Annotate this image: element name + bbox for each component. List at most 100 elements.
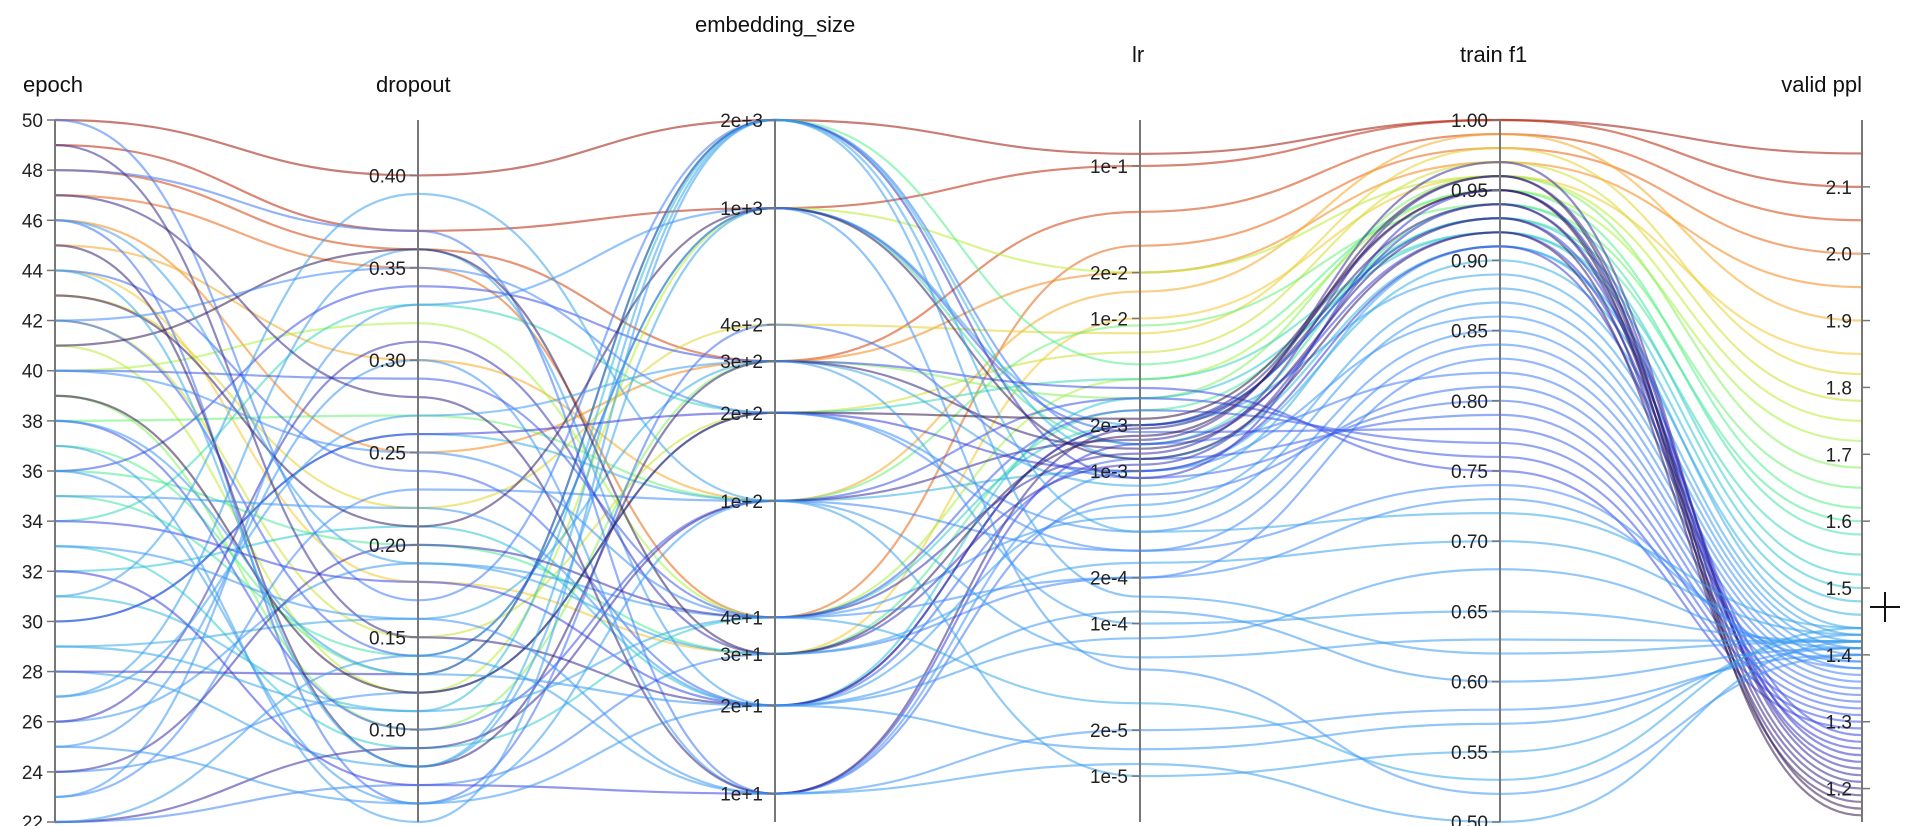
run-line[interactable] <box>54 175 1863 773</box>
tick-label-epoch: 32 <box>22 562 43 583</box>
tick-label-dropout: 0.40 <box>369 166 406 187</box>
run-line[interactable] <box>54 175 1863 731</box>
axis-train_f1[interactable]: train f1 1.00 0.95 0.90 0.85 0.80 0.75 0.70 0.65… <box>1451 42 1527 826</box>
tick-label-epoch: 46 <box>22 211 43 232</box>
axis-epoch[interactable]: epoch 50 48 46 44 42 40 38 36 34 32 30 28 26 24 22 <box>22 72 83 826</box>
tick-label-embedding_size: 3e+1 <box>720 645 763 666</box>
run-line[interactable] <box>54 219 1863 805</box>
run-line[interactable] <box>54 207 1863 710</box>
tick-label-train_f1: 0.65 <box>1451 602 1488 623</box>
run-line[interactable] <box>54 568 1863 805</box>
tick-label-lr: 1e-3 <box>1090 462 1128 483</box>
run-line[interactable] <box>54 494 1863 707</box>
run-line[interactable] <box>54 269 1863 707</box>
run-line[interactable] <box>54 143 1863 783</box>
run-line[interactable] <box>54 132 1863 502</box>
axis-title-valid_ppl: valid ppl <box>1781 72 1862 97</box>
tick-label-valid_ppl: 1.9 <box>1826 312 1852 333</box>
run-line[interactable] <box>54 315 1863 795</box>
run-line[interactable] <box>54 285 1863 730</box>
run-line[interactable] <box>54 118 1863 683</box>
tick-label-train_f1: 0.60 <box>1451 673 1488 694</box>
tick-label-valid_ppl: 1.2 <box>1826 780 1852 801</box>
axis-title-epoch: epoch <box>23 72 83 97</box>
run-lines <box>54 118 1863 824</box>
tick-label-dropout: 0.10 <box>369 721 406 742</box>
tick-label-epoch: 36 <box>22 462 43 483</box>
axis-lr[interactable]: lr 1e-1 2e-2 1e-2 2e-3 1e-3 2e-4 1e-4 2e-5 1e-5 <box>1090 42 1144 822</box>
tick-label-epoch: 38 <box>22 412 43 433</box>
tick-label-embedding_size: 2e+2 <box>720 404 763 425</box>
tick-label-train_f1: 1.00 <box>1451 111 1488 132</box>
run-line[interactable] <box>54 369 1863 717</box>
axis-dropout[interactable]: dropout 0.40 0.35 0.30 0.25 0.20 0.15 0.10 <box>369 72 451 822</box>
run-line[interactable] <box>54 266 1863 670</box>
tick-label-lr: 1e-4 <box>1090 615 1128 636</box>
run-line[interactable] <box>54 219 1863 656</box>
run-line[interactable] <box>54 360 1863 698</box>
tick-label-train_f1: 0.95 <box>1451 181 1488 202</box>
tick-label-embedding_size: 1e+1 <box>720 785 763 806</box>
run-line[interactable] <box>54 118 1863 232</box>
tick-label-epoch: 48 <box>22 161 43 182</box>
run-line[interactable] <box>54 343 1863 799</box>
tick-label-dropout: 0.15 <box>369 628 406 649</box>
axis-title-dropout: dropout <box>376 72 451 97</box>
tick-label-valid_ppl: 1.4 <box>1826 646 1853 667</box>
run-line[interactable] <box>54 118 1863 824</box>
tick-label-valid_ppl: 1.7 <box>1826 445 1852 466</box>
run-line[interactable] <box>54 217 1863 797</box>
tick-label-train_f1: 0.70 <box>1451 532 1488 553</box>
run-line[interactable] <box>54 545 1863 795</box>
run-line[interactable] <box>54 419 1863 751</box>
tick-label-train_f1: 0.50 <box>1451 813 1488 826</box>
tick-label-epoch: 30 <box>22 612 43 633</box>
tick-label-epoch: 40 <box>22 362 43 383</box>
run-line[interactable] <box>54 192 1863 778</box>
run-line[interactable] <box>54 248 1863 707</box>
tick-label-lr: 2e-5 <box>1090 721 1128 742</box>
tick-label-epoch: 50 <box>22 111 43 132</box>
run-line[interactable] <box>54 194 1863 795</box>
axis-title-train_f1: train f1 <box>1460 42 1527 67</box>
axes: epoch 50 48 46 44 42 40 38 36 34 32 30 28 26 24 22 dropo… <box>22 12 1870 826</box>
tick-label-train_f1: 0.85 <box>1451 322 1488 343</box>
tick-label-dropout: 0.25 <box>369 444 406 465</box>
run-line[interactable] <box>54 640 1863 824</box>
run-line[interactable] <box>54 207 1863 799</box>
axis-embedding_size[interactable]: embedding_size 2e+3 1e+3 4e+2 3e+2 2e+2 1e+2 4e… <box>695 12 855 822</box>
tick-label-epoch: 24 <box>22 763 44 784</box>
tick-label-valid_ppl: 2.1 <box>1826 178 1852 199</box>
tick-label-train_f1: 0.75 <box>1451 462 1488 483</box>
tick-label-valid_ppl: 1.3 <box>1826 713 1852 734</box>
tick-label-embedding_size: 3e+2 <box>720 352 763 373</box>
tick-label-lr: 1e-2 <box>1090 309 1128 330</box>
tick-label-lr: 1e-1 <box>1090 157 1128 178</box>
run-line[interactable] <box>54 369 1863 663</box>
run-line[interactable] <box>54 175 1863 694</box>
tick-label-embedding_size: 4e+1 <box>720 608 763 629</box>
tick-label-epoch: 26 <box>22 713 43 734</box>
tick-label-embedding_size: 4e+2 <box>720 316 763 337</box>
axis-title-lr: lr <box>1132 42 1144 67</box>
run-line[interactable] <box>54 118 1863 757</box>
axis-title-embedding_size: embedding_size <box>695 12 855 37</box>
tick-label-lr: 2e-3 <box>1090 416 1128 437</box>
tick-label-train_f1: 0.55 <box>1451 743 1488 764</box>
run-line[interactable] <box>54 118 1863 177</box>
tick-label-embedding_size: 1e+3 <box>720 199 763 220</box>
tick-label-valid_ppl: 1.5 <box>1826 579 1852 600</box>
run-line[interactable] <box>54 132 1863 363</box>
run-line[interactable] <box>54 161 1863 454</box>
run-line[interactable] <box>54 616 1863 781</box>
run-line[interactable] <box>54 189 1863 817</box>
tick-label-embedding_size: 2e+3 <box>720 111 763 132</box>
crosshair-cursor-icon <box>1870 592 1900 622</box>
tick-label-lr: 2e-2 <box>1090 264 1128 285</box>
tick-label-lr: 2e-4 <box>1090 569 1128 590</box>
run-line[interactable] <box>54 207 1863 804</box>
tick-label-valid_ppl: 1.6 <box>1826 512 1852 533</box>
tick-label-dropout: 0.20 <box>369 536 406 557</box>
axis-valid_ppl[interactable]: valid ppl 2.1 2.0 1.9 1.8 1.7 1.6 1.5 1.4 1.3 1.2 <box>1781 72 1870 822</box>
